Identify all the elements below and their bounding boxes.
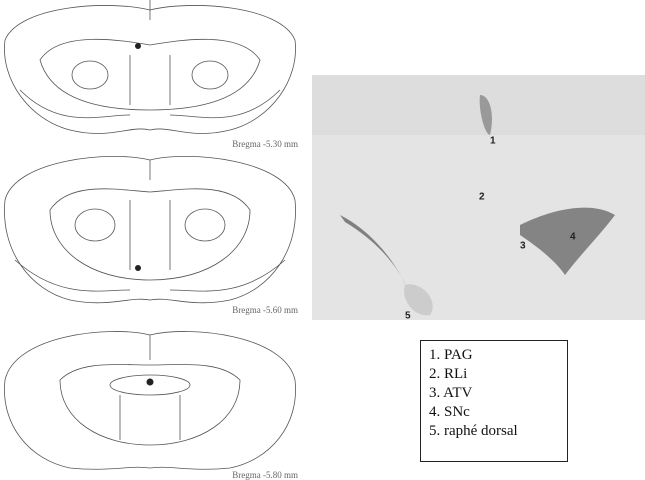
atlas-section-1	[4, 0, 296, 134]
legend-item: 4. SNc	[429, 404, 470, 420]
legend-item: 2. RLi	[429, 366, 468, 382]
atlas-caption: Bregma -5.60 mm	[232, 305, 298, 315]
histology-photo	[312, 75, 645, 320]
photo-label: 1	[490, 136, 496, 147]
legend-box: 1. PAG 2. RLi 3. ATV 4. SNc 5. raphé dor…	[420, 340, 568, 462]
atlas-section-2	[4, 156, 296, 304]
atlas-caption: Bregma -5.80 mm	[232, 470, 298, 480]
photo-label: 3	[520, 241, 526, 252]
legend-item: 3. ATV	[429, 385, 473, 401]
atlas-section-3	[4, 331, 296, 470]
photo-label: 4	[570, 232, 576, 243]
photo-label: 2	[479, 192, 485, 203]
photo-label: 5	[405, 311, 411, 322]
legend-item: 1. PAG	[429, 347, 473, 363]
atlas-caption: Bregma -5.30 mm	[232, 139, 298, 149]
legend-item: 5. raphé dorsal	[429, 423, 518, 439]
